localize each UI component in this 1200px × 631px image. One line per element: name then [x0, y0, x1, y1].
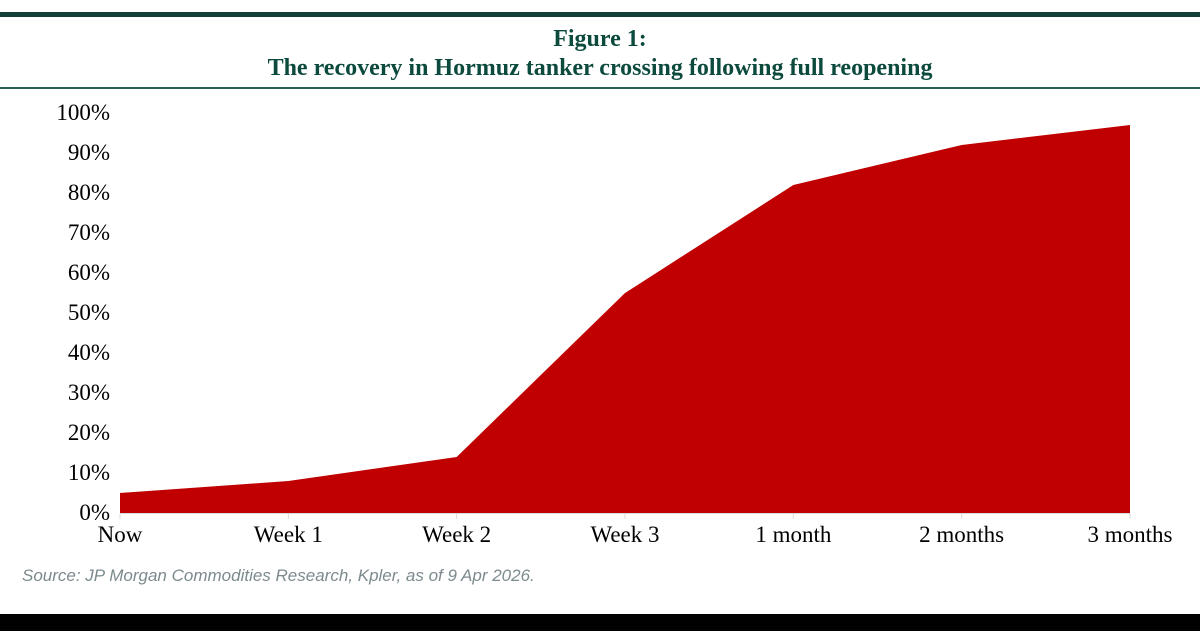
x-tick-label: 3 months [1087, 522, 1173, 547]
y-tick-label: 10% [67, 460, 110, 485]
figure-title-line2: The recovery in Hormuz tanker crossing f… [267, 55, 933, 81]
chart-canvas [119, 125, 1131, 519]
y-tick-label: 70% [67, 220, 110, 245]
y-tick-label: 30% [67, 380, 110, 405]
figure-title: Figure 1: The recovery in Hormuz tanker … [0, 25, 1200, 83]
y-tick-label: 20% [67, 420, 110, 445]
y-tick-label: 60% [67, 260, 110, 285]
x-tick-label: Week 3 [590, 522, 660, 547]
x-tick-label: Week 2 [422, 522, 492, 547]
y-tick-label: 90% [67, 140, 110, 165]
y-tick-label: 100% [56, 100, 110, 125]
x-tick-label: Now [97, 522, 143, 547]
y-tick-label: 50% [67, 300, 110, 325]
y-tick-label: 80% [67, 180, 110, 205]
area-series [120, 125, 1130, 513]
bottom-bar [0, 614, 1200, 631]
y-tick-label: 40% [67, 340, 110, 365]
figure-title-line1: Figure 1: [553, 26, 647, 52]
x-tick-label: Week 1 [253, 522, 323, 547]
x-tick-label: 1 month [755, 522, 832, 547]
y-tick-label: 0% [79, 500, 110, 525]
x-tick-label: 2 months [919, 522, 1005, 547]
top-accent-bar [0, 12, 1200, 17]
title-divider [0, 87, 1200, 89]
area-chart: 0% 10% 20% 30% 40% 50% 60% 70% 80% 90% 100% Now Wee… [0, 95, 1200, 555]
source-note: Source: JP Morgan Commodities Research, … [22, 566, 535, 585]
